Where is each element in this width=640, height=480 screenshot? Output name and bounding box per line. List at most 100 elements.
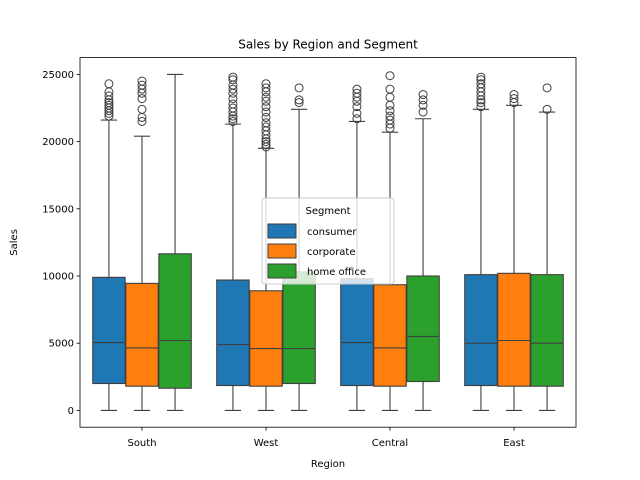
axes-frame <box>79 57 577 428</box>
legend-swatch <box>267 263 297 279</box>
box <box>125 282 159 387</box>
box-group <box>216 72 250 411</box>
box <box>373 284 407 387</box>
box <box>249 290 283 387</box>
outlier-point <box>261 79 271 89</box>
outlier-point <box>476 72 486 82</box>
x-tick-label: Central <box>372 438 408 449</box>
outlier-point <box>228 103 238 113</box>
outlier-point <box>137 104 147 114</box>
legend-label: home office <box>307 267 366 278</box>
outlier-point <box>352 102 362 112</box>
outlier-point <box>228 72 238 82</box>
outlier-point <box>509 90 519 100</box>
outlier-point <box>261 118 271 128</box>
box <box>464 274 498 387</box>
outlier-point <box>385 106 395 116</box>
outlier-point <box>418 95 428 105</box>
outlier-point <box>228 99 238 109</box>
outlier-point <box>352 84 362 94</box>
outlier-point <box>228 116 238 126</box>
outlier-point <box>418 90 428 100</box>
legend-swatch <box>267 243 297 259</box>
y-axis-title: Sales <box>9 229 20 256</box>
outlier-point <box>385 115 395 125</box>
box-group <box>125 76 159 411</box>
outlier-point <box>352 114 362 124</box>
chart-title: Sales by Region and Segment <box>238 38 418 52</box>
y-tick-label: 25000 <box>42 70 74 81</box>
box-group <box>530 83 564 411</box>
y-tick-label: 0 <box>68 406 74 417</box>
box-group <box>158 73 192 411</box>
legend-label: corporate <box>307 247 356 258</box>
y-tick-label: 20000 <box>42 137 74 148</box>
outlier-point <box>385 100 395 110</box>
outlier-point <box>476 98 486 108</box>
y-tick-label: 10000 <box>42 272 74 283</box>
plot-area <box>92 71 564 411</box>
outlier-point <box>418 100 428 110</box>
outlier-point <box>509 94 519 104</box>
box <box>340 278 374 387</box>
legend-label: consumer <box>307 227 357 238</box>
box <box>92 276 126 385</box>
outlier-point <box>261 92 271 102</box>
outlier-point <box>261 139 271 149</box>
y-axis-ticks: 0 5000 10000 15000 20000 25000 <box>42 70 80 417</box>
outlier-point <box>261 83 271 93</box>
outlier-point <box>104 79 114 89</box>
box-group <box>497 90 531 411</box>
box-group <box>373 71 407 411</box>
legend-title: Segment <box>306 206 351 217</box>
box-group <box>249 79 283 411</box>
box-group <box>406 90 440 411</box>
box <box>406 275 440 383</box>
outlier-point <box>294 95 304 105</box>
box <box>497 272 531 387</box>
outlier-point <box>476 79 486 89</box>
y-tick-label: 15000 <box>42 204 74 215</box>
outlier-point <box>352 108 362 118</box>
box-group <box>464 72 498 411</box>
legend: Segment consumer corporate home office <box>261 197 395 285</box>
outlier-point <box>104 91 114 101</box>
outlier-point <box>542 104 552 114</box>
outlier-point <box>137 80 147 90</box>
x-tick-label: East <box>503 438 525 449</box>
outlier-point <box>385 84 395 94</box>
outlier-point <box>137 94 147 104</box>
box-group <box>92 79 126 411</box>
x-tick-label: South <box>127 438 156 449</box>
outlier-point <box>261 107 271 117</box>
outlier-point <box>104 100 114 110</box>
outlier-point <box>352 88 362 98</box>
x-tick-label: West <box>254 438 279 449</box>
box <box>216 279 250 387</box>
x-axis-title: Region <box>311 459 345 470</box>
outlier-point <box>294 98 304 108</box>
outlier-point <box>261 96 271 106</box>
outlier-point <box>476 75 486 85</box>
outlier-point <box>476 102 486 112</box>
box <box>158 253 192 389</box>
outlier-point <box>385 92 395 102</box>
y-tick-label: 5000 <box>49 339 74 350</box>
outlier-point <box>228 84 238 94</box>
outlier-point <box>228 94 238 104</box>
outlier-point <box>261 112 271 122</box>
outlier-point <box>418 107 428 117</box>
outlier-point <box>542 83 552 93</box>
outlier-point <box>385 71 395 81</box>
box <box>530 274 564 387</box>
outlier-point <box>261 137 271 147</box>
box-group <box>282 83 316 411</box>
outlier-point <box>137 116 147 126</box>
outlier-point <box>385 111 395 121</box>
outlier-point <box>261 122 271 132</box>
outlier-point <box>294 83 304 93</box>
outlier-point <box>228 114 238 124</box>
box <box>282 271 316 385</box>
legend-frame <box>261 197 395 285</box>
